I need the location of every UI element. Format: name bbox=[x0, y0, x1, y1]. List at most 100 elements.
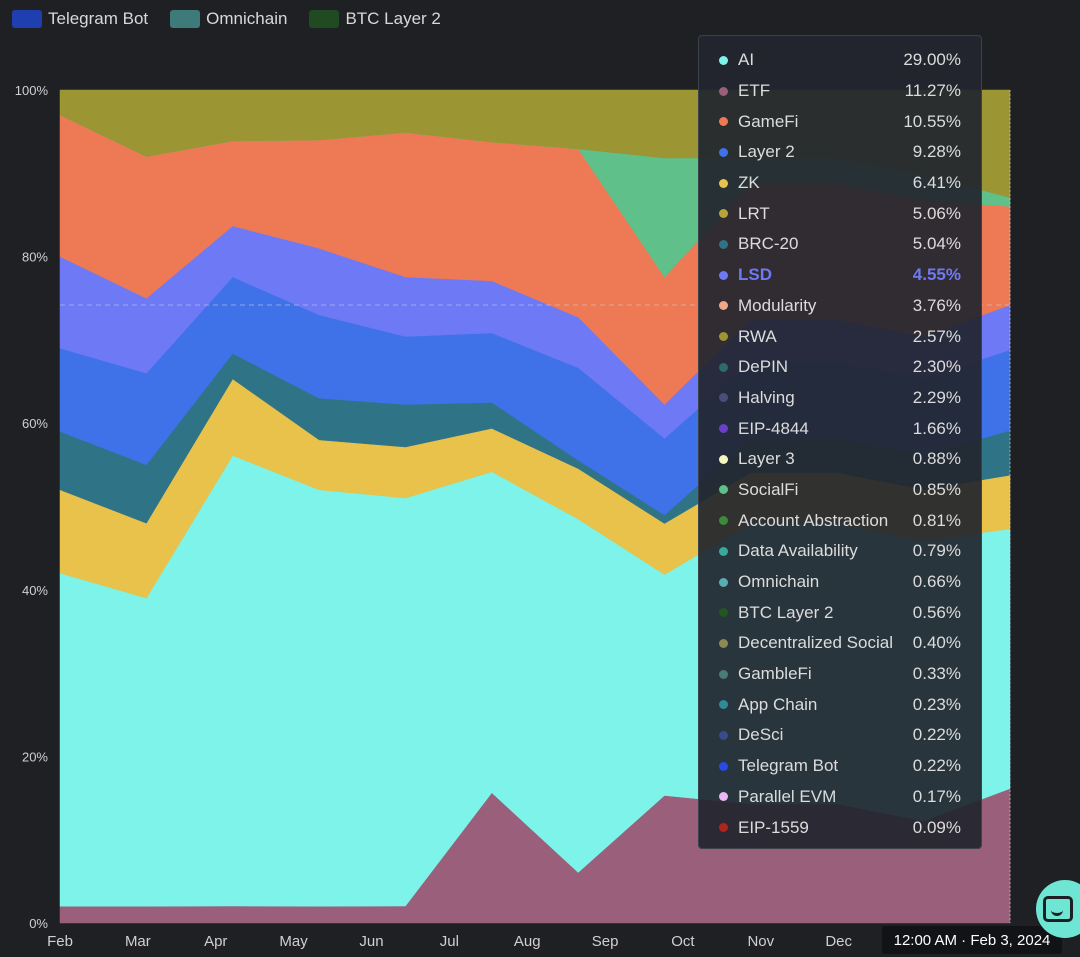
x-tick-label: Oct bbox=[671, 933, 695, 950]
tooltip-series-name: Omnichain bbox=[738, 572, 820, 592]
tooltip-row: Parallel EVM 0.17% bbox=[719, 782, 961, 813]
tooltip-series-value: 9.28% bbox=[912, 142, 961, 162]
tooltip-row: Omnichain 0.66% bbox=[719, 567, 961, 598]
tooltip-series-name: Decentralized Social bbox=[738, 633, 893, 653]
tooltip-series-value: 29.00% bbox=[903, 50, 961, 70]
series-dot-icon bbox=[719, 147, 728, 157]
series-dot-icon bbox=[719, 117, 728, 127]
tooltip-series-name: Layer 3 bbox=[738, 449, 795, 469]
tooltip-series-name: Modularity bbox=[738, 295, 817, 315]
tooltip-row: LRT 5.06% bbox=[719, 198, 961, 229]
tooltip-series-name: RWA bbox=[738, 326, 777, 346]
x-tick-label: Sep bbox=[592, 933, 619, 950]
series-dot-icon bbox=[719, 332, 728, 342]
y-tick-label: 20% bbox=[22, 749, 48, 764]
tooltip-row: DePIN 2.30% bbox=[719, 352, 961, 383]
tooltip-series-value: 10.55% bbox=[903, 111, 961, 131]
legend-label: Telegram Bot bbox=[48, 9, 149, 28]
x-tick-label: Mar bbox=[125, 933, 151, 950]
tooltip-series-value: 1.66% bbox=[912, 418, 961, 438]
tooltip-row: Modularity 3.76% bbox=[719, 291, 961, 322]
series-dot-icon bbox=[719, 516, 728, 526]
x-tick-label: Jun bbox=[359, 933, 383, 950]
tooltip-series-value: 2.57% bbox=[912, 326, 961, 346]
tooltip-series-value: 11.27% bbox=[904, 81, 961, 101]
tooltip-series-name: EIP-4844 bbox=[738, 418, 809, 438]
tooltip-series-value: 0.09% bbox=[912, 817, 961, 837]
legend-swatch bbox=[170, 10, 201, 28]
tooltip-row: ETF 11.27% bbox=[719, 76, 961, 107]
tooltip-series-name: BRC-20 bbox=[738, 234, 799, 254]
tooltip-series-name: Telegram Bot bbox=[738, 756, 839, 776]
tooltip-series-name: Halving bbox=[738, 387, 795, 407]
legend-swatch bbox=[12, 10, 42, 28]
tooltip-series-value: 0.66% bbox=[912, 572, 961, 592]
tooltip-series-value: 0.17% bbox=[912, 786, 961, 806]
tooltip-row: Account Abstraction 0.81% bbox=[719, 505, 961, 536]
tooltip-series-name: App Chain bbox=[738, 694, 818, 714]
tooltip-series-value: 0.40% bbox=[912, 633, 961, 653]
tooltip-row: EIP-1559 0.09% bbox=[719, 812, 961, 843]
y-tick-label: 60% bbox=[22, 416, 48, 431]
x-tick-label: Nov bbox=[747, 933, 774, 950]
series-dot-icon bbox=[719, 86, 728, 96]
tooltip-row: Layer 3 0.88% bbox=[719, 444, 961, 475]
y-tick-label: 0% bbox=[29, 916, 48, 931]
tooltip-series-value: 5.06% bbox=[912, 203, 961, 223]
legend-item-omnichain[interactable]: Omnichain bbox=[170, 9, 287, 29]
tooltip-row: AI 29.00% bbox=[719, 45, 961, 76]
tooltip-row: DeSci 0.22% bbox=[719, 720, 961, 751]
x-tick-label: Jul bbox=[440, 933, 459, 950]
tooltip-series-value: 6.41% bbox=[912, 173, 961, 193]
tooltip-series-name: ETF bbox=[738, 81, 771, 101]
tooltip-row: GambleFi 0.33% bbox=[719, 659, 961, 690]
series-dot-icon bbox=[719, 823, 728, 833]
series-dot-icon bbox=[719, 761, 728, 771]
x-tick-label: Aug bbox=[514, 933, 541, 950]
series-dot-icon bbox=[719, 700, 728, 710]
tooltip-series-value: 5.04% bbox=[912, 234, 961, 254]
x-axis: Feb Mar Apr May Jun Jul Aug Sep Oct Nov Dec bbox=[47, 933, 852, 950]
tooltip-series-name: AI bbox=[738, 50, 755, 70]
x-tick-label: May bbox=[279, 933, 308, 950]
tooltip-series-value: 4.55% bbox=[912, 265, 961, 285]
legend-item-btc-layer-2[interactable]: BTC Layer 2 bbox=[309, 9, 441, 29]
tooltip-row: Decentralized Social 0.40% bbox=[719, 628, 961, 659]
tooltip-series-value: 3.76% bbox=[912, 295, 961, 315]
series-dot-icon bbox=[719, 485, 728, 495]
tooltip-series-name: DePIN bbox=[738, 357, 789, 377]
legend-item-telegram-bot[interactable]: Telegram Bot bbox=[12, 9, 148, 29]
tooltip-series-name: Parallel EVM bbox=[738, 786, 837, 806]
y-tick-label: 80% bbox=[22, 250, 48, 265]
tooltip-series-value: 0.88% bbox=[912, 449, 961, 469]
tooltip-row: SocialFi 0.85% bbox=[719, 475, 961, 506]
tooltip-row: Telegram Bot 0.22% bbox=[719, 751, 961, 782]
tooltip-panel: AI 29.00% ETF 11.27% GameFi 10.55% Layer 2 9.28… bbox=[698, 35, 982, 849]
series-dot-icon bbox=[719, 55, 728, 65]
series-dot-icon bbox=[719, 792, 728, 802]
tooltip-row: Data Availability 0.79% bbox=[719, 536, 961, 567]
series-dot-icon bbox=[719, 454, 728, 464]
x-tick-label: Apr bbox=[204, 933, 227, 950]
tooltip-series-name: BTC Layer 2 bbox=[738, 602, 834, 622]
y-tick-label: 40% bbox=[22, 583, 48, 598]
tooltip-series-value: 2.29% bbox=[912, 387, 961, 407]
tooltip-series-name: GameFi bbox=[738, 111, 799, 131]
tooltip-series-name: LSD bbox=[738, 265, 772, 285]
tooltip-series-name: GambleFi bbox=[738, 664, 812, 684]
date-badge: 12:00 AM · Feb 3, 2024 bbox=[882, 926, 1062, 954]
tooltip-series-value: 0.23% bbox=[912, 694, 961, 714]
series-dot-icon bbox=[719, 178, 728, 188]
tooltip-series-value: 0.22% bbox=[912, 725, 961, 745]
series-dot-icon bbox=[719, 393, 728, 403]
tooltip-series-name: ZK bbox=[738, 173, 760, 193]
series-dot-icon bbox=[719, 577, 728, 587]
x-tick-label: Dec bbox=[825, 933, 852, 950]
chat-button[interactable] bbox=[1036, 880, 1080, 938]
x-tick-label: Feb bbox=[47, 933, 73, 950]
tooltip-series-name: SocialFi bbox=[738, 479, 799, 499]
y-axis: 0% 20% 40% 60% 80% 100% bbox=[15, 83, 49, 931]
tooltip-row: ZK 6.41% bbox=[719, 168, 961, 199]
tooltip-row: Halving 2.29% bbox=[719, 383, 961, 414]
series-dot-icon bbox=[719, 270, 728, 280]
